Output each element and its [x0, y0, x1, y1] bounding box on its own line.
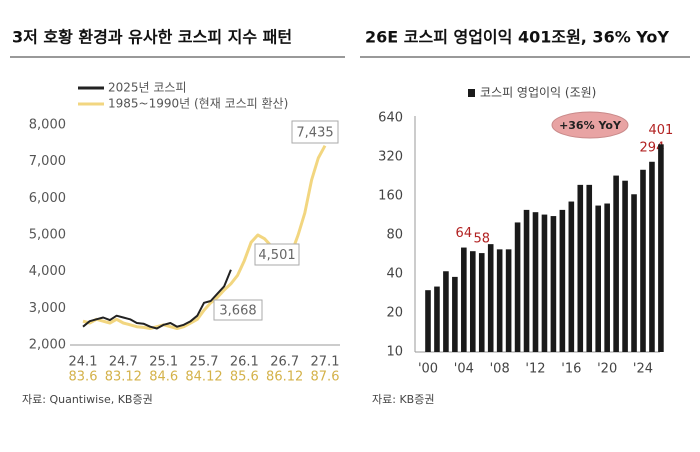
bar	[496, 249, 503, 352]
x-tick-label-alt: 83.6	[69, 370, 98, 385]
source: 자료: KB증권	[372, 393, 434, 406]
bar	[425, 290, 431, 352]
x-tick-label: '08	[490, 362, 510, 377]
y-tick-label: 8,000	[29, 118, 66, 133]
x-tick-label: '24	[633, 362, 653, 377]
chart-title: 26E 코스피 영업이익 401조원, 36% YoY	[365, 28, 669, 47]
x-tick-label: '04	[454, 362, 474, 377]
source: 자료: Quantiwise, KB증권	[22, 393, 153, 406]
bar	[532, 212, 539, 352]
x-tick-label-alt: 86.12	[266, 370, 303, 385]
bar	[613, 175, 619, 352]
bar	[559, 209, 566, 352]
bar	[577, 184, 584, 352]
y-tick-label: 2,000	[29, 338, 66, 353]
bar	[622, 180, 628, 352]
x-tick-label: 27.1	[311, 355, 340, 370]
x-tick-label-alt: 84.12	[185, 370, 222, 385]
bar	[568, 201, 575, 352]
y-tick-label: 7,000	[29, 154, 66, 169]
bar	[550, 216, 557, 352]
bar	[640, 169, 646, 352]
x-tick-label-alt: 83.12	[105, 370, 142, 385]
bar	[505, 249, 512, 352]
annotation-box	[291, 120, 339, 144]
bar	[586, 184, 593, 352]
x-tick-label: '20	[597, 362, 617, 377]
data-label: 64	[456, 226, 473, 241]
y-tick-label: 6,000	[29, 191, 66, 206]
bar	[595, 205, 602, 352]
x-tick-label: '16	[561, 362, 581, 377]
legend-label: 2025년 코스피	[108, 81, 187, 95]
y-tick-label: 40	[386, 267, 403, 282]
annotation-bubble	[551, 111, 629, 139]
y-tick-label: 320	[378, 150, 403, 165]
legend-label: 1985~1990년 (현재 코스피 환산)	[108, 97, 288, 111]
data-label: 58	[473, 232, 490, 247]
x-tick-label: '12	[525, 362, 545, 377]
y-tick-label: 4,000	[29, 264, 66, 279]
bar	[452, 276, 458, 352]
bar	[631, 194, 637, 352]
legend-swatch	[468, 89, 475, 97]
legend-label: 코스피 영업이익 (조원)	[480, 86, 596, 100]
y-tick-label: 160	[378, 189, 403, 204]
annotation-box	[254, 243, 300, 266]
bar	[541, 214, 548, 352]
y-tick-label: 640	[378, 111, 403, 126]
x-tick-label: 24.1	[69, 355, 98, 370]
x-tick-label: 24.7	[109, 355, 138, 370]
x-tick-label-alt: 85.6	[230, 370, 259, 385]
y-tick-label: 10	[386, 345, 403, 360]
bar	[514, 222, 521, 352]
x-tick-label: 26.7	[270, 355, 299, 370]
bar	[434, 286, 440, 352]
x-tick-label-alt: 84.6	[149, 370, 178, 385]
y-tick-label: 5,000	[29, 228, 66, 243]
bar	[487, 244, 494, 352]
bar	[469, 251, 476, 352]
bar	[649, 161, 655, 352]
bar	[443, 271, 449, 352]
y-tick-label: 3,000	[29, 301, 66, 316]
bar	[523, 209, 530, 352]
x-tick-label: 25.1	[149, 355, 178, 370]
annotation: 3,668	[219, 304, 256, 319]
series-line	[82, 144, 327, 330]
bar	[658, 144, 664, 352]
annotation: 7,435	[296, 126, 333, 141]
bar	[604, 203, 610, 352]
bar	[461, 247, 467, 352]
series-line	[82, 269, 232, 330]
x-tick-label: 26.1	[230, 355, 259, 370]
annotation: 4,501	[258, 248, 295, 263]
y-tick-label: 20	[386, 306, 403, 321]
x-tick-label: 25.7	[190, 355, 219, 370]
annotation-box	[213, 299, 263, 321]
x-tick-label: '00	[418, 362, 438, 377]
data-label: 401	[648, 123, 673, 138]
chart-title: 3저 호황 환경과 유사한 코스피 지수 패턴	[12, 28, 292, 47]
annotation: +36% YoY	[559, 119, 622, 132]
y-tick-label: 80	[386, 228, 403, 243]
x-tick-label-alt: 87.6	[311, 370, 340, 385]
bar	[478, 253, 485, 352]
